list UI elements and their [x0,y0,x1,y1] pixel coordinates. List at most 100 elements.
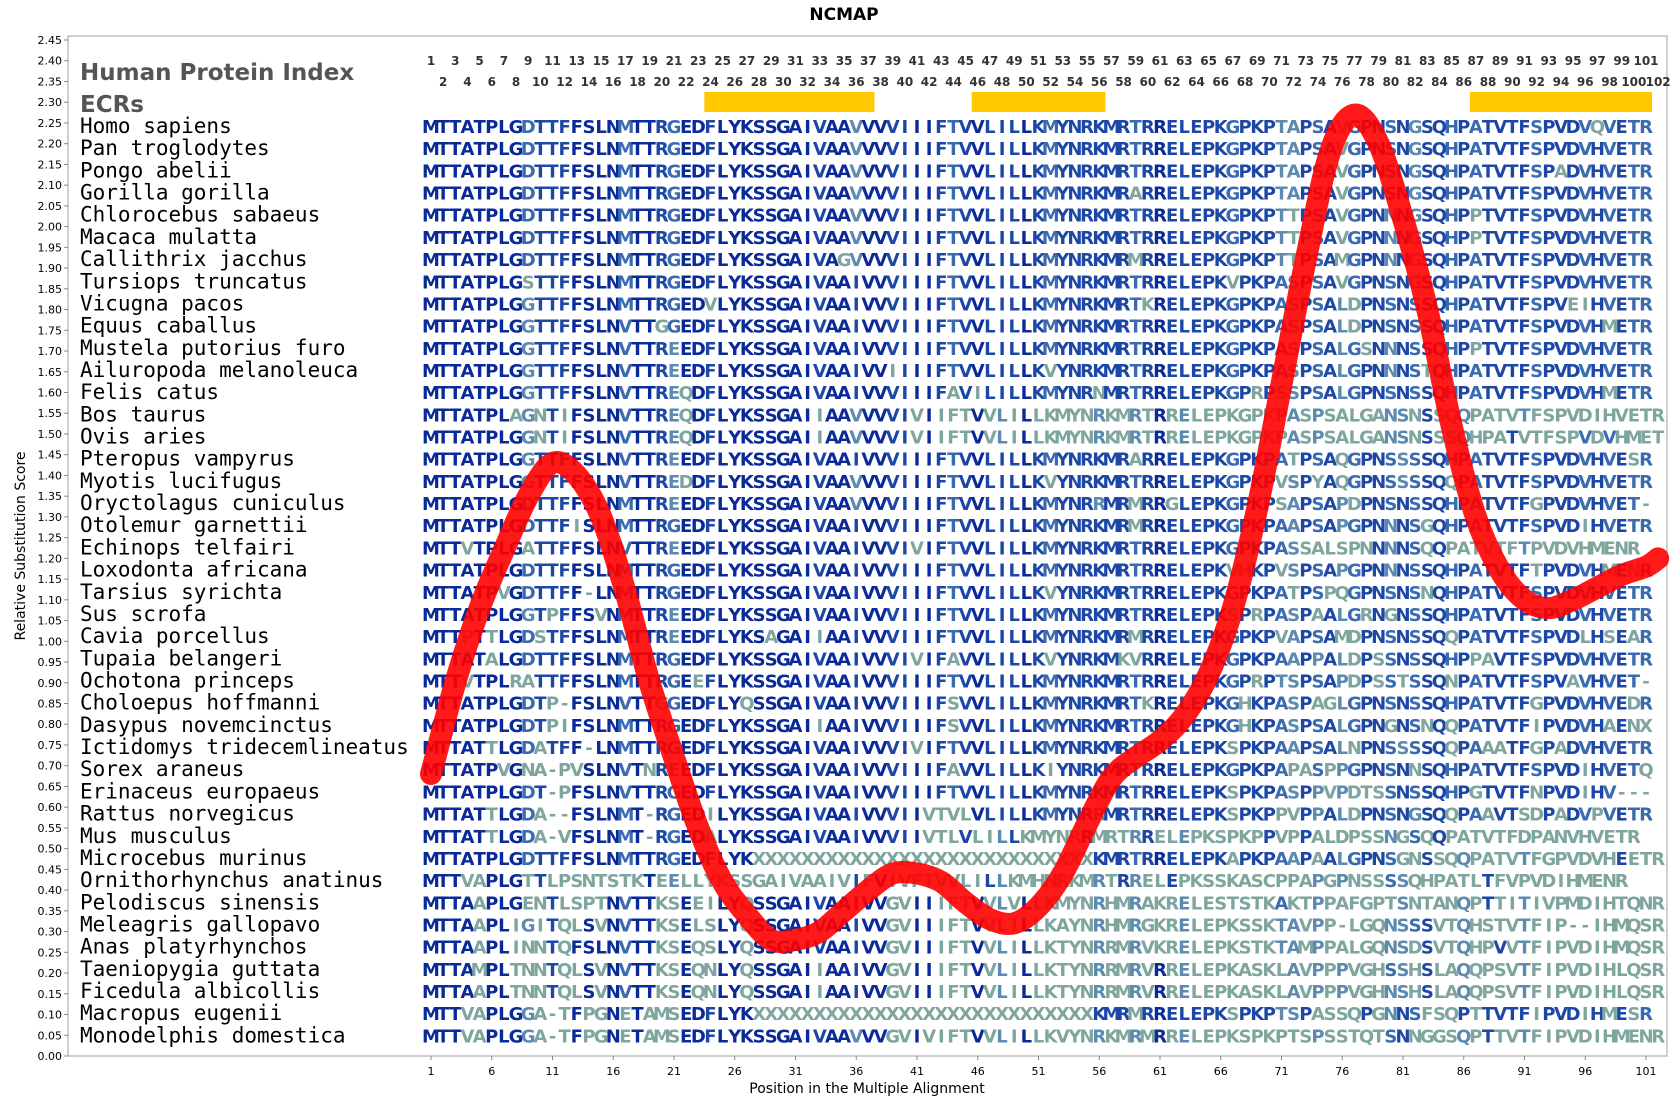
position-number: 64 [1188,75,1205,89]
y-tick-label: 2.30 [38,96,63,109]
position-number: 15 [593,54,610,68]
y-tick-label: 0.55 [38,822,63,835]
position-number: 63 [1176,54,1193,68]
x-tick-label: 16 [606,1065,620,1078]
y-tick-label: 1.20 [38,552,63,565]
position-number: 69 [1249,54,1266,68]
position-number: 2 [439,75,447,89]
position-number: 62 [1164,75,1181,89]
x-tick-label: 71 [1275,1065,1289,1078]
x-tick-label: 76 [1335,1065,1349,1078]
y-tick-label: 0.50 [38,843,63,856]
y-tick-label: 1.40 [38,469,63,482]
position-number: 44 [945,75,962,89]
position-number: 12 [556,75,573,89]
y-tick-label: 2.15 [38,158,63,171]
position-number: 24 [702,75,719,89]
position-number: 57 [1103,54,1120,68]
species-label: Dasypus novemcinctus [80,713,333,737]
y-tick-label: 0.95 [38,656,63,669]
position-number: 49 [1006,54,1023,68]
sequence-row: MTTAMPLTNNTQLSVNVTTKSEQNLYQSSGA I I AA I VVGV… [422,960,1665,981]
position-number: 28 [751,75,768,89]
x-tick-label: 46 [971,1065,985,1078]
position-number: 93 [1540,54,1557,68]
position-number: 10 [532,75,549,89]
sequence-row: MTTAAPLTNNTQLSVNVTTKSEQNLYQSSGA I I AA I VVGV… [422,982,1665,1003]
position-number: 102 [1646,75,1671,89]
species-label: Ovis aries [80,425,206,449]
position-number: 71 [1273,54,1290,68]
y-tick-label: 0.30 [38,926,63,939]
species-label: Tupaia belangeri [80,646,282,670]
position-number: 61 [1152,54,1169,68]
y-tick-label: 1.80 [38,304,63,317]
sequence-row: MTTATPLGDTTFFSLNMTTRGEDFLYKSSGA I VAAVVVV I… [422,206,1653,227]
position-number: 90 [1504,75,1521,89]
position-number: 67 [1225,54,1242,68]
y-tick-label: 1.70 [38,345,63,358]
species-label: Loxodonta africana [80,558,308,582]
sequence-row: MTTATPLGDT - PFSLNVTTRGEDFLYKSSGA I VAA I VVV I… [422,782,1650,803]
position-number: 26 [726,75,743,89]
position-number: 80 [1382,75,1399,89]
position-number: 11 [544,54,561,68]
position-number: 53 [1054,54,1071,68]
x-axis: 1 6 11 16 21 26 31 36 41 46 51 56 61 66 71 76 81 86 91 96 10… [428,1056,1657,1078]
sequence-row: MTTATTLGDA-VFSLNMT -RGEDALYKSSGA I VAA I VVV I… [422,827,1641,848]
species-label: Tursiops truncatus [80,269,308,293]
y-axis-label: Relative Substitution Score [13,451,29,640]
sequence-row: MTTATPLGDTTFFSLNMTTRGEDFLYKSSGA I VAGVVVV I… [422,250,1653,271]
y-tick-label: 1.90 [38,262,63,275]
position-number: 89 [1492,54,1509,68]
y-axis: 0.00 0.05 0.10 0.15 0.20 0.25 0.30 0.35 0.40 0.45… [38,34,68,1063]
position-number: 9 [524,54,532,68]
position-number: 27 [739,54,756,68]
y-tick-label: 2.35 [38,75,63,88]
position-number: 95 [1565,54,1582,68]
species-label: Rattus norvegicus [80,802,295,826]
species-label: Ictidomys tridecemlineatus [80,735,409,759]
y-tick-label: 0.70 [38,760,63,773]
x-tick-label: 86 [1457,1065,1471,1078]
species-label: Monodelphis domestica [80,1023,346,1047]
y-tick-label: 2.10 [38,179,63,192]
x-tick-label: 96 [1578,1065,1592,1078]
sequence-row: MTTAAPL INNTQFSLNVTTKSEQSLYQSSGA I VAA I VVGV… [422,938,1665,959]
species-label: Pongo abelii [80,158,232,182]
position-number: 56 [1091,75,1108,89]
species-label: Choloepus hoffmanni [80,691,320,715]
position-number: 59 [1127,54,1144,68]
position-number: 76 [1334,75,1351,89]
position-number: 19 [641,54,658,68]
position-number: 48 [994,75,1011,89]
sequence-row: MTTATPLGDTTFFSLNMTTRGEDFLYKSSGA I VAAVVVV I… [422,139,1653,160]
position-number: 33 [811,54,828,68]
species-label: Gorilla gorilla [80,181,270,205]
species-label: Cavia porcellus [80,624,270,648]
species-label: Microcebus murinus [80,846,308,870]
x-tick-label: 36 [849,1065,863,1078]
position-number: 51 [1030,54,1047,68]
x-tick-label: 66 [1214,1065,1228,1078]
y-tick-label: 0.85 [38,698,63,711]
y-tick-label: 1.00 [38,635,63,648]
position-number: 99 [1613,54,1630,68]
species-label: Tarsius syrichta [80,580,282,604]
y-tick-label: 0.15 [38,988,63,1001]
position-number: 88 [1480,75,1497,89]
species-label: Callithrix jacchus [80,247,308,271]
position-number: 23 [690,54,707,68]
position-number: 3 [451,54,459,68]
sequence-row: MTTATPLGGTTFFSLNVTTREEDFLYKSSGA I VAA I VV I I… [422,361,1653,382]
sequence-row: MTTATPLGDTTFFSLNMTTRGEDFLYKSSGA I VAAVVVV I… [422,117,1653,138]
position-number: 82 [1407,75,1424,89]
species-label: Vicugna pacos [80,291,244,315]
sequence-row: MTTATPLGGTTFFSLNVTTREEDFLYKSSGA I VAA I VVV I… [422,339,1653,360]
species-label: Bos taurus [80,402,206,426]
sequence-row: MTTATPLGSTTFFSLNMTTRGEDFLYKSSGA I VAA I VVV I… [422,272,1653,293]
sequence-row: MTTATPLGDTTFFSLNMTTRGEDFLYKSSGA I VAAVVVV I… [422,161,1653,182]
position-number: 65 [1200,54,1217,68]
ecr-bars [704,92,1653,112]
